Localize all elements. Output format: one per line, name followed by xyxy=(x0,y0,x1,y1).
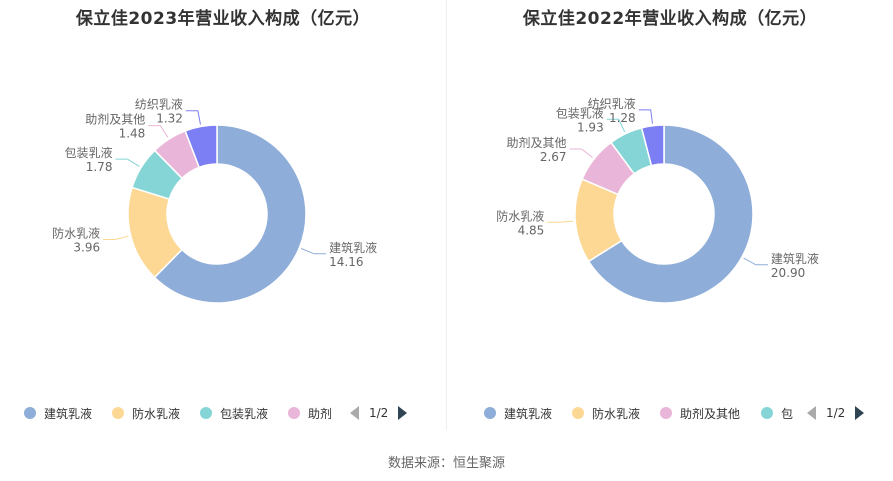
slice-value-label: 4.85 xyxy=(518,223,545,237)
legend-pager: 1/2 xyxy=(350,402,408,424)
donut-slice[interactable] xyxy=(587,124,754,304)
label-leader-line xyxy=(301,248,327,255)
slice-value-label: 14.16 xyxy=(329,255,363,269)
slice-name-label: 建筑乳液 xyxy=(329,240,377,255)
legend-dot xyxy=(24,407,36,419)
legend-item[interactable]: 包 xyxy=(761,402,793,424)
legend-page-indicator: 1/2 xyxy=(826,406,846,420)
slice-name-label: 纺织乳液 xyxy=(135,97,183,112)
legend-label: 建筑乳液 xyxy=(504,406,553,421)
chart-legend: 建筑乳液 防水乳液 包装乳液 助剂 1/2 xyxy=(0,402,446,424)
legend-item[interactable]: 防水乳液 xyxy=(112,402,180,424)
legend-prev-icon[interactable] xyxy=(807,406,816,420)
legend-item[interactable]: 助剂 xyxy=(288,402,332,424)
legend-next-icon[interactable] xyxy=(398,406,408,420)
legend-pager: 1/2 xyxy=(807,402,865,424)
chart-legend: 建筑乳液 防水乳液 助剂及其他 包 1/2 xyxy=(447,402,893,424)
legend-prev-icon[interactable] xyxy=(350,406,359,420)
donut-slice[interactable] xyxy=(640,124,665,167)
legend-label: 助剂及其他 xyxy=(680,406,741,421)
slice-value-label: 1.78 xyxy=(86,160,113,174)
legend-dot xyxy=(761,407,773,419)
slice-value-label: 1.28 xyxy=(609,111,636,125)
slice-value-label: 2.67 xyxy=(540,150,567,164)
legend-dot xyxy=(200,407,212,419)
slice-value-label: 1.32 xyxy=(156,112,183,126)
legend-item[interactable]: 防水乳液 xyxy=(572,402,640,424)
chart-panel-2022: 保立佳2022年营业收入构成（亿元） 建筑乳液 20.90 防水乳液 4.85 助剂及其… xyxy=(447,0,893,440)
label-leader-line xyxy=(103,235,129,240)
legend-item[interactable]: 包装乳液 xyxy=(200,402,268,424)
slice-name-label: 纺织乳液 xyxy=(588,96,636,111)
legend-page-indicator: 1/2 xyxy=(369,406,389,420)
legend-dot xyxy=(572,407,584,419)
legend-item[interactable]: 建筑乳液 xyxy=(24,402,92,424)
chart-panel-2023: 保立佳2023年营业收入构成（亿元） 建筑乳液 14.16 防水乳液 3.96 包装乳液… xyxy=(0,0,446,440)
slice-value-label: 1.93 xyxy=(577,120,604,134)
slice-name-label: 助剂及其他 xyxy=(85,112,145,127)
donut-slice[interactable] xyxy=(153,124,307,304)
slice-name-label: 防水乳液 xyxy=(496,208,544,223)
legend-label: 助剂 xyxy=(308,406,333,421)
data-source: 数据来源：恒生聚源 xyxy=(387,456,505,471)
label-leader-line xyxy=(743,257,768,266)
slice-value-label: 1.48 xyxy=(119,127,146,141)
label-leader-line xyxy=(115,158,140,167)
chart-title: 保立佳2023年营业收入构成（亿元） xyxy=(75,9,371,29)
slice-name-label: 助剂及其他 xyxy=(507,135,567,150)
slice-name-label: 建筑乳液 xyxy=(771,251,819,266)
legend-dot xyxy=(288,407,300,419)
legend-dot xyxy=(660,407,672,419)
slice-name-label: 包装乳液 xyxy=(556,105,604,120)
label-leader-line xyxy=(606,118,626,133)
label-leader-line xyxy=(185,110,201,125)
legend-item[interactable]: 助剂及其他 xyxy=(660,402,740,424)
label-leader-line xyxy=(569,148,593,159)
legend-dot xyxy=(484,407,496,419)
panel-divider xyxy=(446,0,447,430)
legend-label: 防水乳液 xyxy=(592,406,641,421)
label-leader-line xyxy=(148,125,169,138)
label-leader-line xyxy=(638,109,653,124)
label-leader-line xyxy=(547,220,574,223)
slice-value-label: 3.96 xyxy=(73,240,100,254)
legend-label: 建筑乳液 xyxy=(44,406,93,421)
slice-name-label: 包装乳液 xyxy=(64,145,112,160)
slice-name-label: 防水乳液 xyxy=(52,225,100,240)
legend-next-icon[interactable] xyxy=(855,406,865,420)
legend-item[interactable]: 建筑乳液 xyxy=(484,402,552,424)
legend-label: 防水乳液 xyxy=(132,406,181,421)
legend-label: 包装乳液 xyxy=(220,406,269,421)
donut-slice[interactable] xyxy=(184,124,218,169)
slice-value-label: 20.90 xyxy=(771,266,805,280)
legend-label: 包 xyxy=(781,406,794,421)
legend-dot xyxy=(112,407,124,419)
chart-title: 保立佳2022年营业收入构成（亿元） xyxy=(522,9,818,29)
